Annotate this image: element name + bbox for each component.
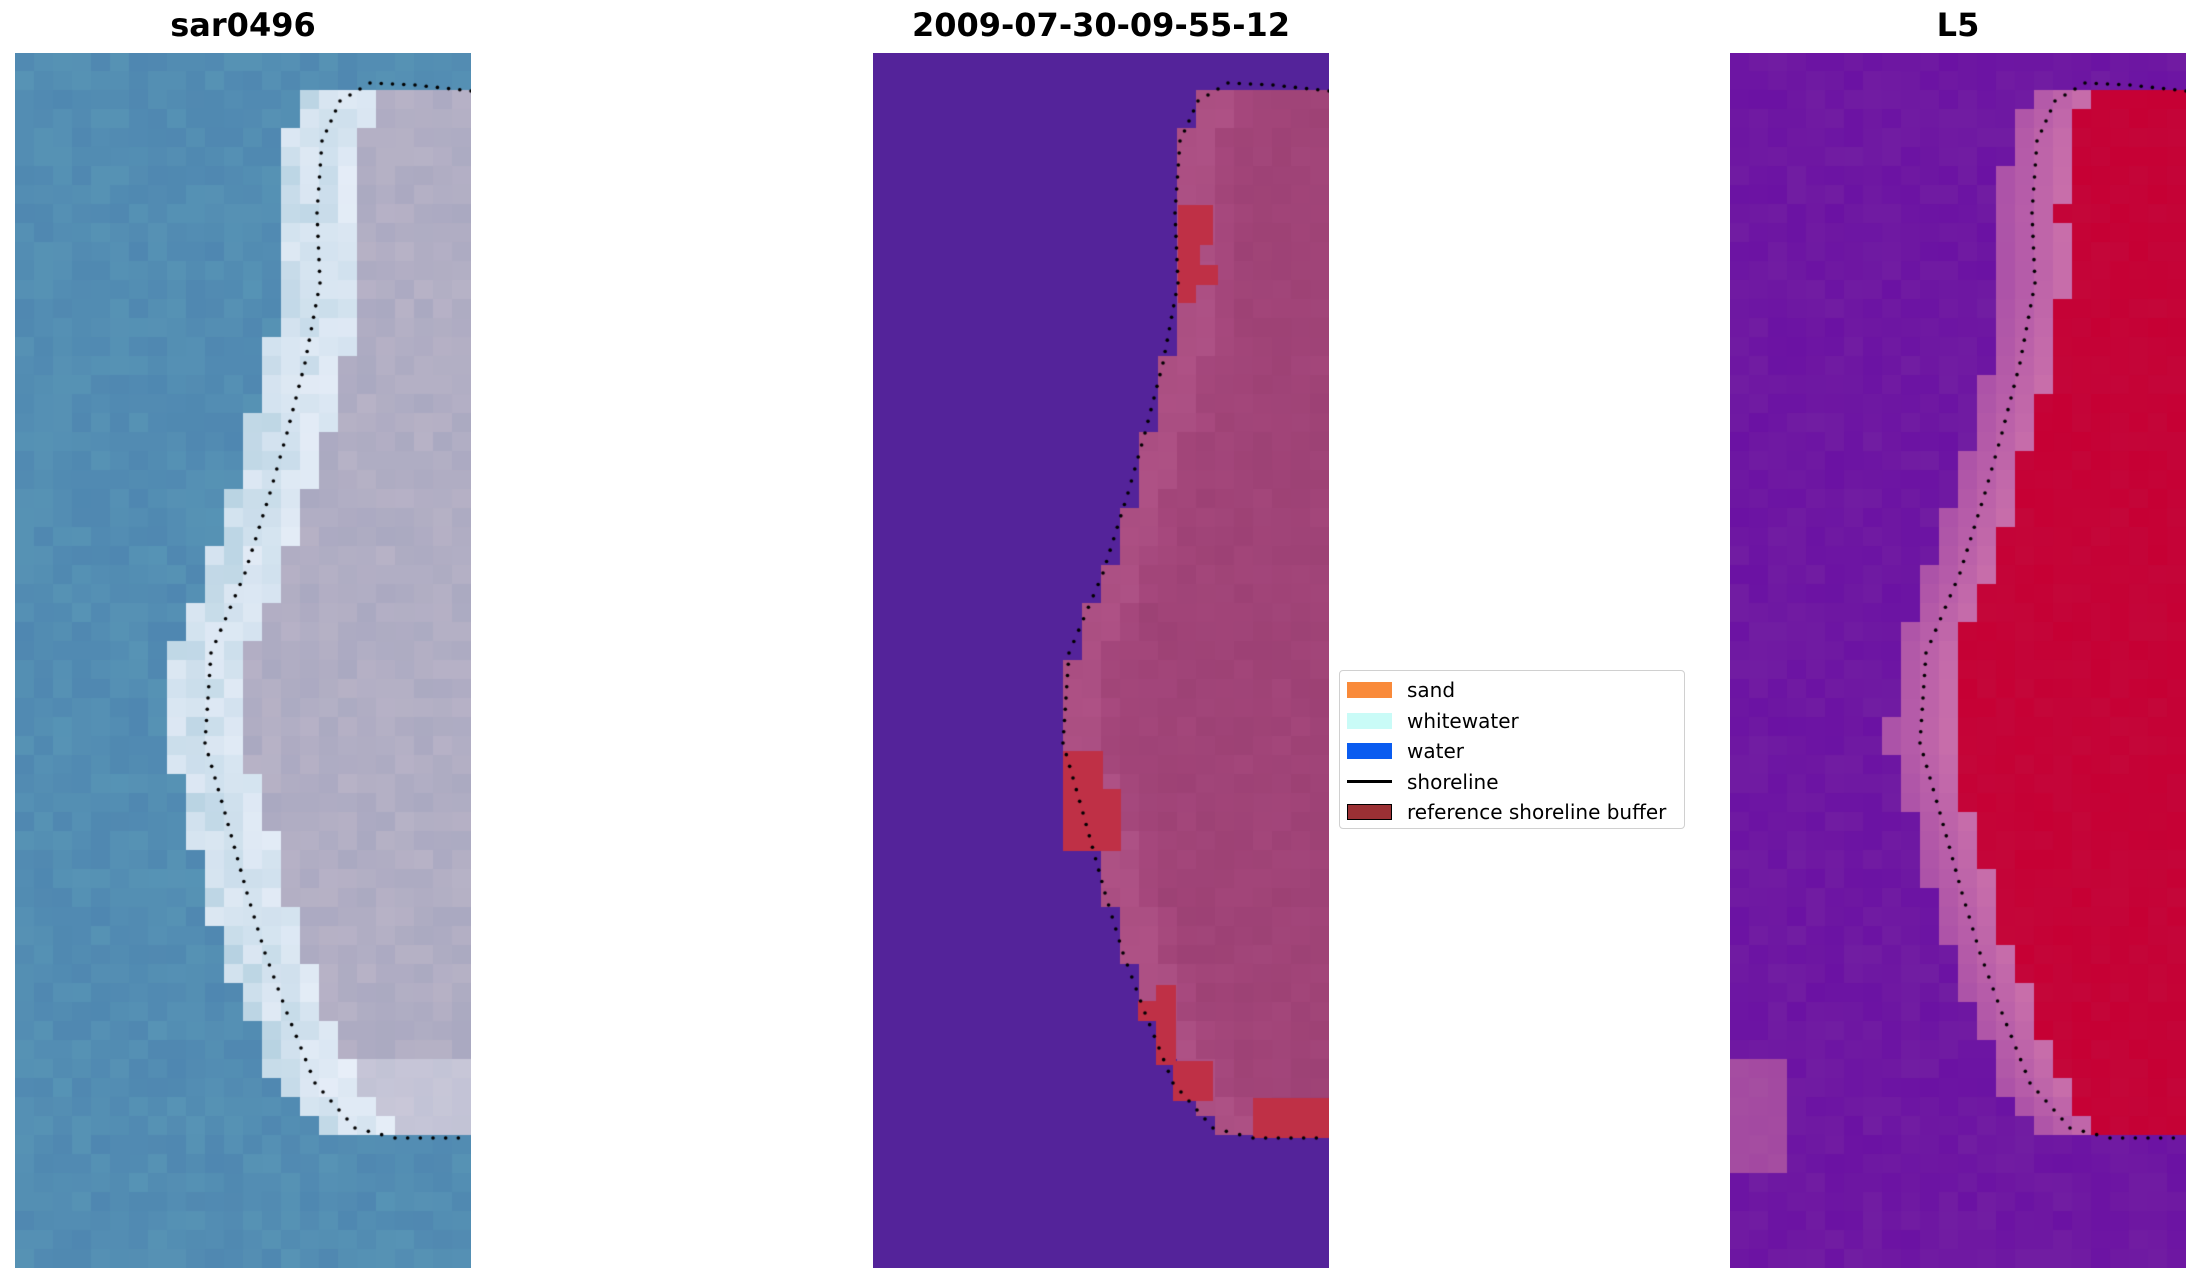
classification-image-panel (873, 53, 1329, 1268)
legend-label: reference shoreline buffer (1407, 800, 1667, 825)
legend-swatch-buffer (1347, 804, 1392, 821)
legend-label: shoreline (1407, 769, 1499, 794)
panel-title-rgb: sar0496 (170, 6, 316, 44)
legend-item-reference-shoreline-buffer: reference shoreline buffer (1340, 797, 1684, 828)
legend-item-water: water (1340, 736, 1684, 767)
index-image-panel (1730, 53, 2186, 1268)
panel-title-classification: 2009-07-30-09-55-12 (911, 6, 1291, 44)
legend-label: whitewater (1407, 708, 1519, 733)
legend-swatch-shoreline (1347, 780, 1392, 784)
legend-item-shoreline: shoreline (1340, 767, 1684, 798)
rgb-image-panel (15, 53, 471, 1268)
legend-label: water (1407, 739, 1464, 764)
legend-item-whitewater: whitewater (1340, 706, 1684, 737)
legend-item-sand: sand (1340, 675, 1684, 706)
legend-swatch-water (1347, 743, 1392, 760)
legend-swatch-sand (1347, 682, 1392, 699)
legend: sand whitewater water shoreline referenc… (1339, 670, 1685, 829)
legend-label: sand (1407, 678, 1456, 703)
panel-title-index: L5 (1936, 6, 1980, 44)
legend-swatch-whitewater (1347, 712, 1392, 729)
